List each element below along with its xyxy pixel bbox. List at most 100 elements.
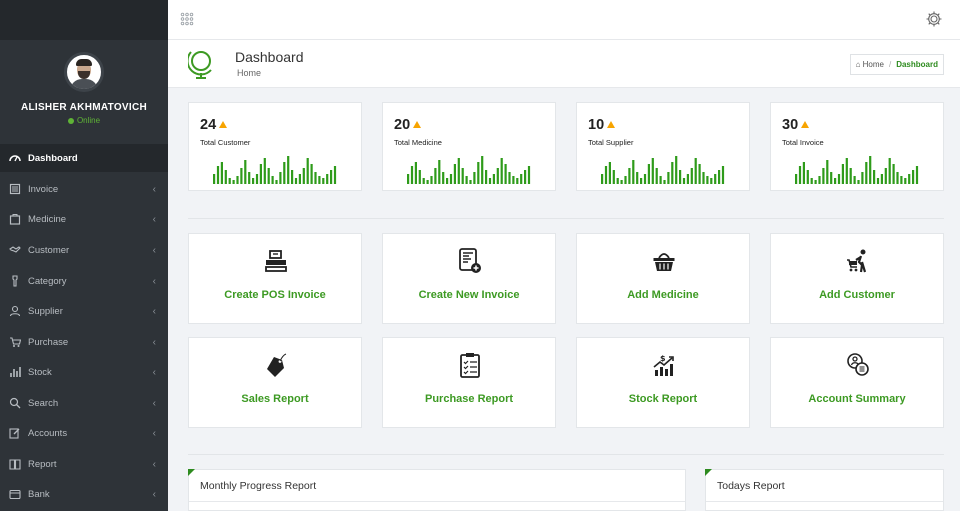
sidebar-item-label: Stock <box>28 366 52 378</box>
stat-value: 10 <box>588 117 616 133</box>
sparkline-bar <box>620 180 623 184</box>
cart-icon <box>8 336 22 348</box>
sidebar-item-search[interactable]: Search ‹ <box>0 389 168 417</box>
breadcrumb-home[interactable]: ⌂ Home <box>855 60 884 69</box>
sparkline-bar <box>259 164 262 184</box>
sparkline-bar <box>252 178 255 184</box>
chevron-left-icon: ‹ <box>152 305 156 317</box>
sparkline-bar <box>271 176 274 184</box>
sparkline-bar <box>244 160 247 184</box>
panel-title: Monthly Progress Report <box>200 480 317 492</box>
stat-number: 24 <box>200 117 217 133</box>
sidebar-item-customer[interactable]: Customer ‹ <box>0 236 168 264</box>
stat-card-customer[interactable]: 24 Total Customer <box>188 102 362 191</box>
sidebar-item-bank[interactable]: Bank ‹ <box>0 480 168 508</box>
sidebar-item-label: Purchase <box>28 336 69 348</box>
sparkline-bar <box>333 166 337 184</box>
stat-card-supplier[interactable]: 10 Total Supplier <box>576 102 750 191</box>
avatar[interactable] <box>64 52 104 92</box>
sparkline-bar <box>314 172 317 184</box>
sparkline-bar <box>236 176 239 184</box>
user-name: ALISHER AKHMATOVICH <box>20 102 148 113</box>
sparkline-bar <box>465 176 468 184</box>
action-label: Stock Report <box>628 393 698 405</box>
sparkline-bar <box>861 172 864 184</box>
stock-report-button[interactable]: $ Stock Report <box>576 337 750 428</box>
sidebar-item-dashboard[interactable]: Dashboard <box>0 144 168 172</box>
sidebar-item-label: Search <box>28 397 59 409</box>
sparkline-bar <box>446 178 449 184</box>
up-arrow-icon <box>801 121 810 128</box>
sparkline-bar <box>228 178 231 184</box>
add-medicine-button[interactable]: Add Medicine <box>576 233 750 324</box>
create-new-invoice-button[interactable]: Create New Invoice <box>382 233 556 324</box>
grid-menu-icon[interactable] <box>180 12 194 26</box>
sparkline-bar <box>632 160 635 184</box>
sparkline-bar <box>291 170 294 184</box>
stat-card-invoice[interactable]: 30 Total Invoice <box>770 102 944 191</box>
invoice-icon <box>8 183 22 195</box>
sales-report-button[interactable]: Sales Report <box>188 337 362 428</box>
chevron-left-icon: ‹ <box>152 458 156 470</box>
sidebar-item-purchase[interactable]: Purchase ‹ <box>0 328 168 356</box>
sidebar-item-accounts[interactable]: Accounts ‹ <box>0 419 168 447</box>
edit-icon <box>8 427 22 439</box>
page-subtitle: Home <box>237 68 262 78</box>
chevron-left-icon: ‹ <box>152 244 156 256</box>
sparkline-bar <box>604 166 608 184</box>
sparkline-bar <box>810 178 813 184</box>
sparkline-bar <box>698 164 701 184</box>
sparkline-bar <box>710 178 713 184</box>
section-divider <box>188 454 944 455</box>
sidebar-item-supplier[interactable]: Supplier ‹ <box>0 297 168 325</box>
stat-number: 20 <box>394 117 411 133</box>
account-summary-button[interactable]: Account Summary <box>770 337 944 428</box>
sparkline-bar <box>806 170 809 184</box>
sparkline-bar <box>473 172 476 184</box>
sparkline-bar <box>841 164 844 184</box>
sidebar-item-stock[interactable]: Stock ‹ <box>0 358 168 386</box>
settings-gear-icon[interactable] <box>924 9 944 29</box>
sparkline-bar <box>714 174 717 184</box>
sparkline-bar <box>869 156 872 184</box>
sparkline-bar <box>520 174 523 184</box>
sparkline-bar <box>647 164 650 184</box>
sparkline-bar <box>616 178 619 184</box>
sparkline-bar <box>904 178 907 184</box>
sidebar-item-invoice[interactable]: Invoice ‹ <box>0 175 168 203</box>
globe-icon <box>188 51 212 79</box>
sidebar-item-report[interactable]: Report ‹ <box>0 450 168 478</box>
sparkline-bar <box>857 180 860 184</box>
sparkline-bar <box>826 160 829 184</box>
sparkline-bar <box>477 162 480 184</box>
stat-label: Total Medicine <box>394 138 442 147</box>
sale-tag-icon <box>267 353 287 377</box>
purchase-report-button[interactable]: Purchase Report <box>382 337 556 428</box>
sidebar-item-category[interactable]: Category ‹ <box>0 267 168 295</box>
sparkline-bar <box>802 162 805 184</box>
create-pos-invoice-button[interactable]: Create POS Invoice <box>188 233 362 324</box>
sparkline-bar <box>694 158 697 184</box>
stat-value: 24 <box>200 117 228 133</box>
sparkline-bar <box>263 158 266 184</box>
sparkline-bar <box>873 170 876 184</box>
sparkline-bar <box>830 172 833 184</box>
sparkline-bar <box>837 174 841 184</box>
user-panel: ALISHER AKHMATOVICH Online <box>0 40 168 144</box>
add-customer-button[interactable]: Add Customer <box>770 233 944 324</box>
sidebar-item-label: Bank <box>28 488 50 500</box>
page-title: Dashboard <box>235 49 304 65</box>
sparkline-bar <box>888 158 891 184</box>
sparkline-bar <box>504 164 507 184</box>
sparkline-bar <box>643 174 647 184</box>
sparkline-bar <box>488 178 492 184</box>
action-label: Add Customer <box>819 289 895 301</box>
sparkline-bar <box>834 178 837 184</box>
todays-report-panel: Todays Report <box>705 469 944 511</box>
sidebar-item-medicine[interactable]: Medicine ‹ <box>0 205 168 233</box>
sparkline-bar <box>900 176 903 184</box>
sparkline-bar <box>255 174 259 184</box>
up-arrow-icon <box>607 121 616 128</box>
stat-card-medicine[interactable]: 20 Total Medicine <box>382 102 556 191</box>
breadcrumb: ⌂ Home / Dashboard <box>849 54 944 75</box>
